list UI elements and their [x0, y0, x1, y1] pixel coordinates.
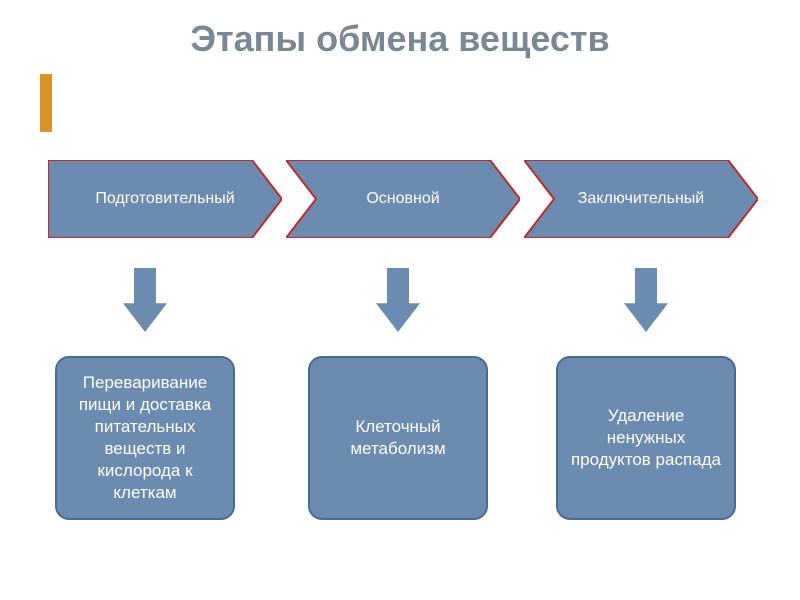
stage-chevron: Подготовительный — [48, 160, 282, 238]
arrow-down-icon — [123, 268, 167, 332]
stage-description-box: Переваривание пищи и доставка питательны… — [55, 356, 235, 520]
stage-chevron: Заключительный — [524, 160, 758, 238]
stage-description-box: Удаление ненужных продуктов распада — [556, 356, 736, 520]
stage-description-box: Клеточный метаболизм — [308, 356, 488, 520]
page-title: Этапы обмена веществ — [0, 18, 800, 60]
stage-chevron-label: Подготовительный — [95, 190, 234, 208]
stage-chevron: Основной — [286, 160, 520, 238]
stage-chevron-label: Заключительный — [578, 190, 704, 208]
stage-chevron-label: Основной — [366, 190, 439, 208]
stage-description-text: Клеточный метаболизм — [320, 416, 476, 460]
accent-bar — [40, 74, 52, 132]
stage-description-text: Переваривание пищи и доставка питательны… — [67, 372, 223, 505]
stage-description-text: Удаление ненужных продуктов распада — [568, 405, 724, 471]
stage-chevron-row: Подготовительный Основной Заключительный — [48, 160, 762, 238]
arrow-down-icon — [376, 268, 420, 332]
arrow-down-icon — [624, 268, 668, 332]
